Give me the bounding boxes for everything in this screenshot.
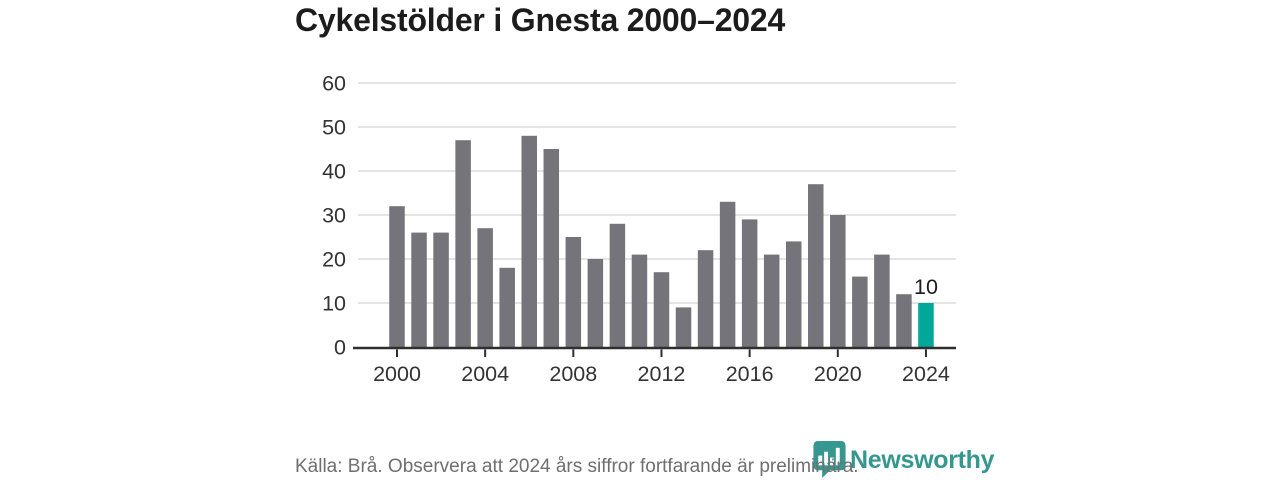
bar-2010 bbox=[609, 223, 626, 347]
bar-2008 bbox=[565, 237, 582, 347]
x-axis-tick-label: 2020 bbox=[814, 362, 862, 386]
bar-2001 bbox=[411, 232, 427, 347]
bar-2020 bbox=[830, 215, 846, 347]
x-axis-tick-label: 2024 bbox=[902, 362, 950, 386]
bar-2014 bbox=[697, 250, 714, 347]
bar-2004 bbox=[477, 228, 493, 347]
y-axis-tick-label: 40 bbox=[322, 160, 346, 184]
bar-2013 bbox=[675, 307, 692, 347]
bar-chart: 0 10 20 30 40 50 60 2000 2004 2008 2012 2016 2020 202… bbox=[322, 72, 956, 386]
newsworthy-wordmark: Newsworthy bbox=[850, 446, 995, 474]
bar-2003 bbox=[455, 140, 471, 347]
newsworthy-logo: Newsworthy bbox=[813, 441, 995, 478]
bar-2017 bbox=[763, 254, 780, 347]
x-axis-tick-label: 2016 bbox=[726, 362, 774, 386]
bar-2011 bbox=[631, 254, 648, 347]
y-axis-tick-label: 20 bbox=[322, 248, 346, 272]
bar-2009 bbox=[587, 259, 604, 347]
bar-chart-badge-icon bbox=[813, 441, 846, 478]
bar-2000 bbox=[389, 206, 405, 347]
x-axis-tick-label: 2000 bbox=[373, 362, 421, 386]
y-axis-tick-label: 50 bbox=[322, 116, 346, 140]
bar-2018 bbox=[785, 241, 802, 347]
x-axis-tick-label: 2008 bbox=[549, 362, 597, 386]
chart-title: Cykelstölder i Gnesta 2000–2024 bbox=[295, 2, 786, 38]
bar-2005 bbox=[499, 267, 515, 347]
bar-2024 bbox=[918, 303, 934, 347]
bar-2002 bbox=[433, 232, 449, 347]
y-axis-tick-label: 30 bbox=[322, 204, 346, 228]
bar-2006 bbox=[521, 135, 537, 347]
y-axis-tick-label: 10 bbox=[322, 292, 346, 316]
bar-2007 bbox=[543, 149, 560, 347]
highlight-value-label: 10 bbox=[914, 275, 938, 299]
bar-2015 bbox=[719, 201, 736, 347]
y-axis-tick-label: 60 bbox=[322, 72, 346, 96]
bar-2019 bbox=[808, 184, 824, 347]
bar-2021 bbox=[852, 276, 868, 347]
bar-2022 bbox=[874, 254, 890, 347]
y-axis-tick-label: 0 bbox=[334, 336, 346, 360]
x-axis-tick-label: 2012 bbox=[638, 362, 686, 386]
x-axis-tick-label: 2004 bbox=[461, 362, 509, 386]
bar-2023 bbox=[896, 294, 912, 347]
bar-2016 bbox=[741, 219, 758, 347]
source-note: Källa: Brå. Observera att 2024 års siffr… bbox=[295, 456, 859, 477]
bar-2012 bbox=[653, 272, 670, 347]
